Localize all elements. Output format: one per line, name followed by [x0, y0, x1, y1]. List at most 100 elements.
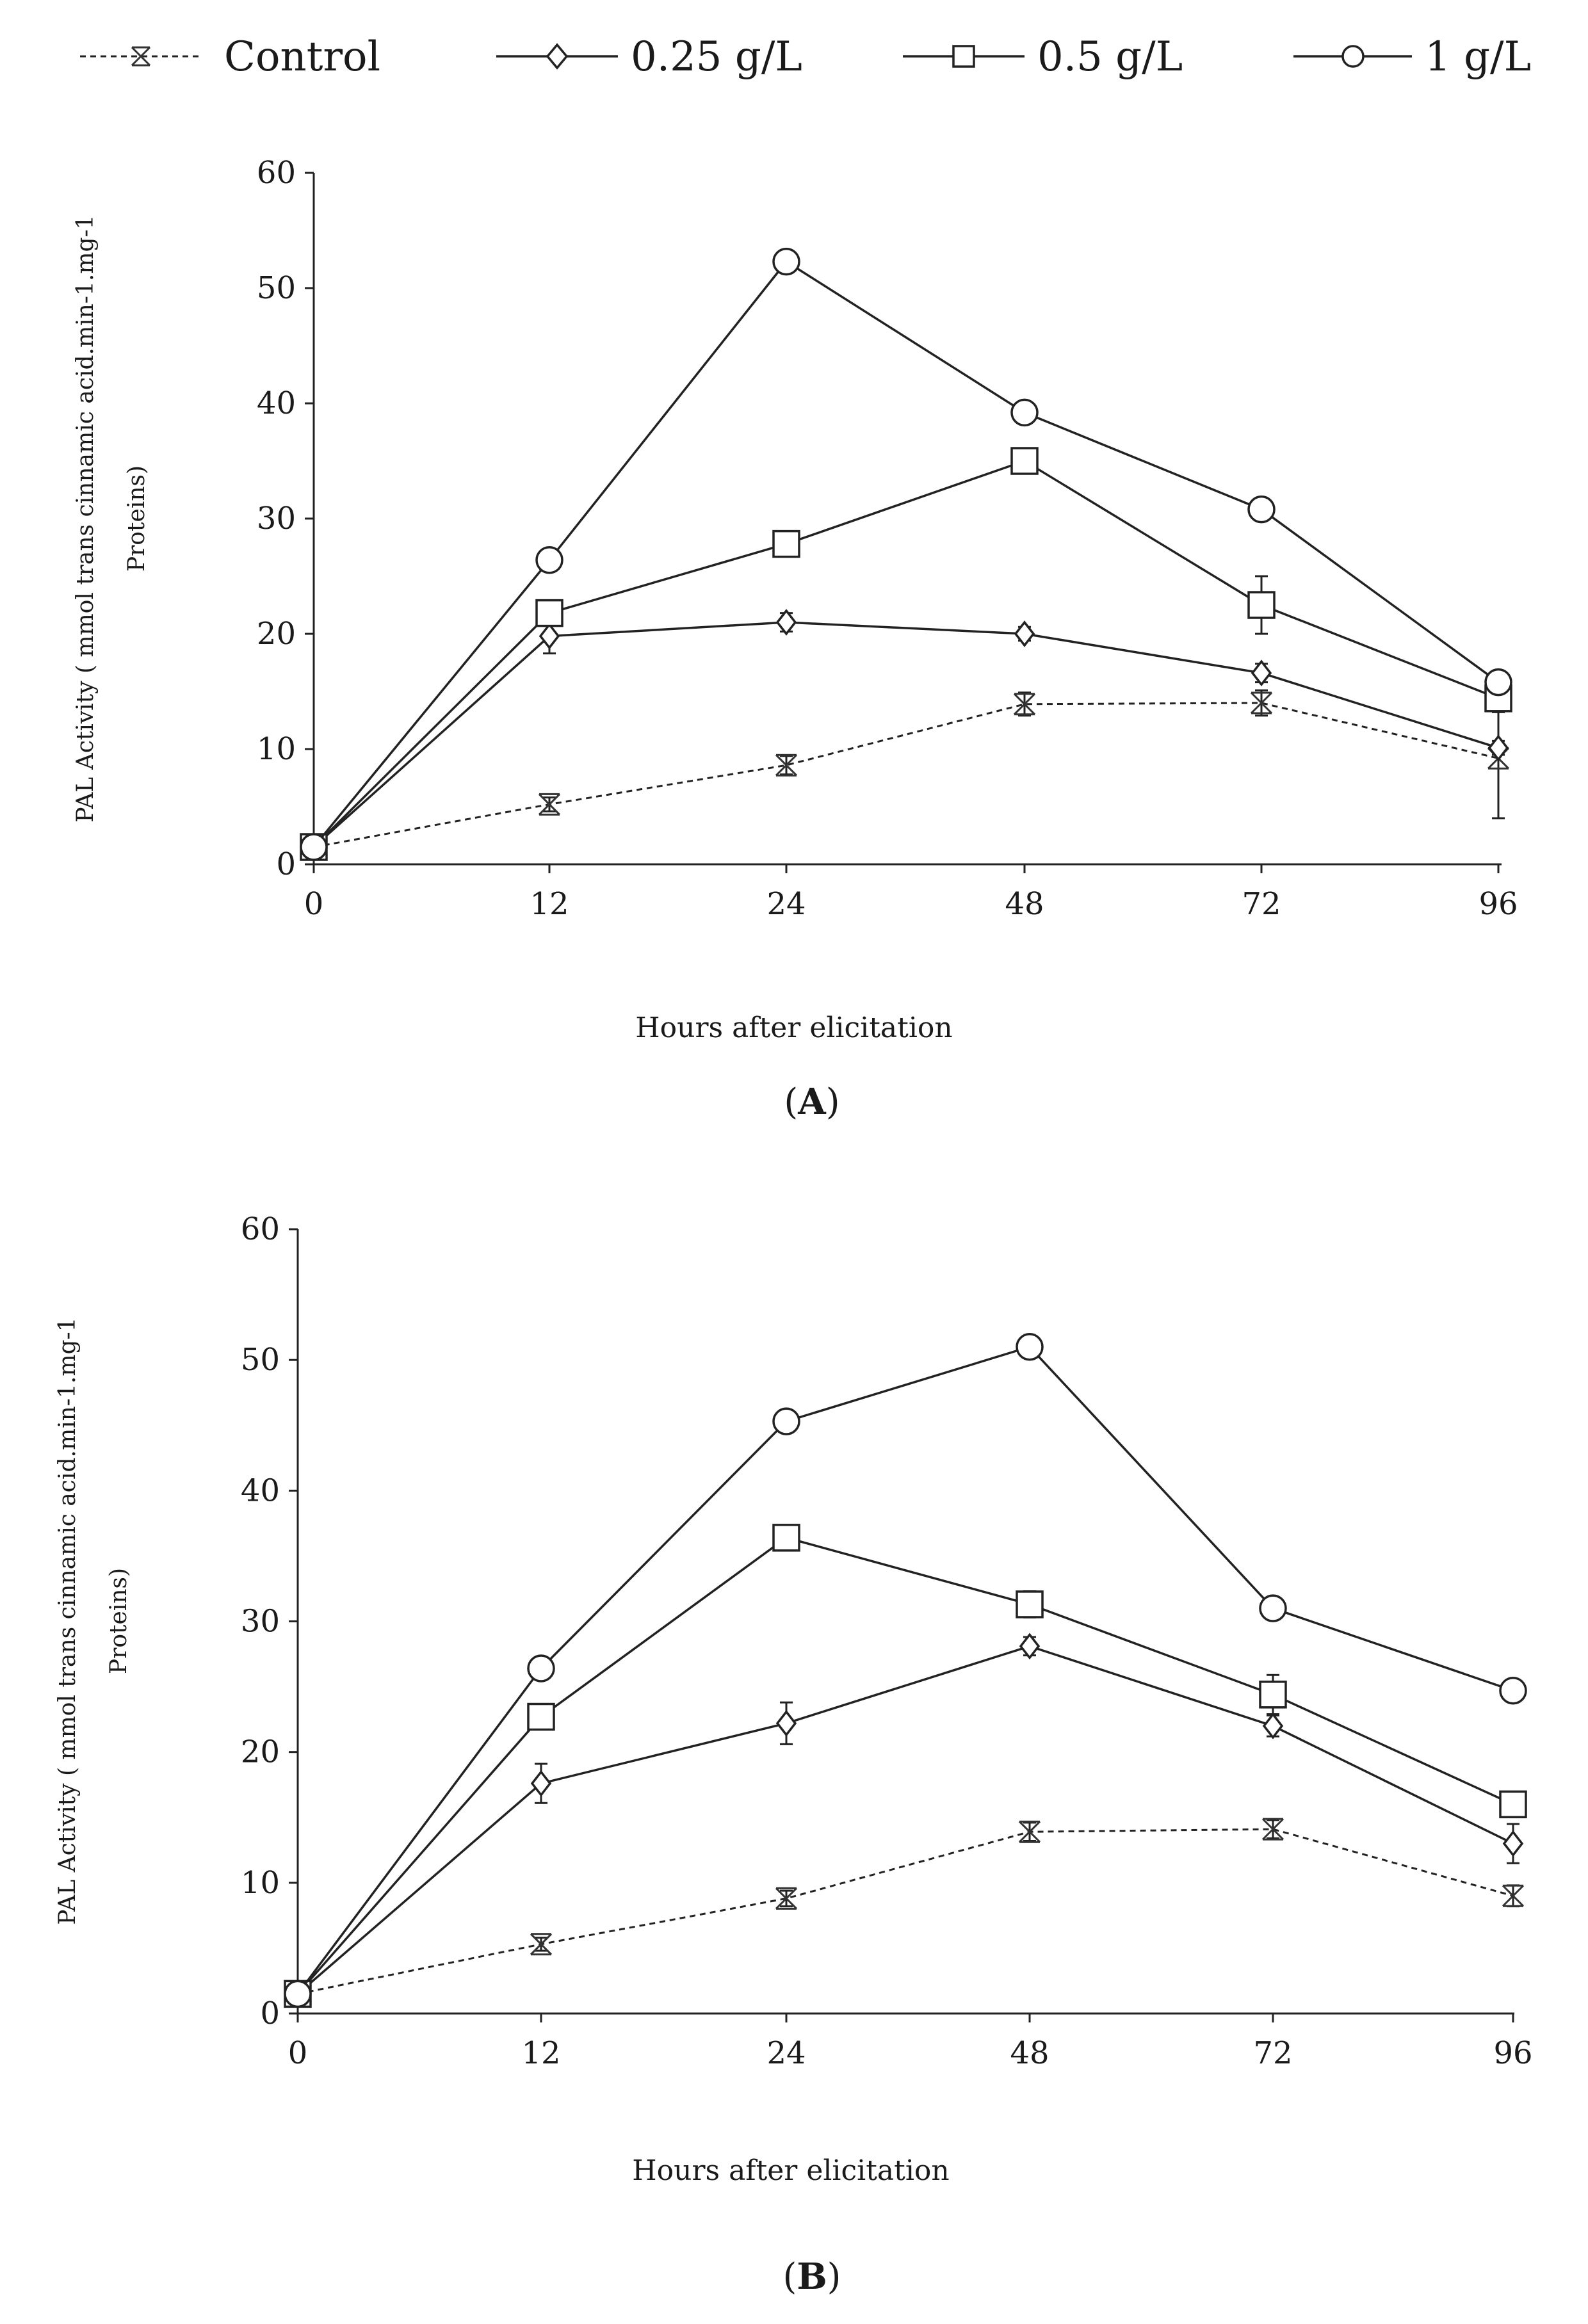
- legend-label-0-25: 0.25 g/L: [631, 33, 802, 81]
- diamond-point: [775, 609, 797, 636]
- circle-point: [1484, 668, 1512, 697]
- x-tick-label: 24: [766, 886, 806, 922]
- y-tick-label: 30: [257, 501, 296, 537]
- square-point: [772, 1524, 800, 1552]
- y-axis-label-line2: Proteins): [124, 465, 150, 572]
- circle-point: [1016, 1333, 1044, 1361]
- x-axis-label: Hours after elicitation: [632, 2154, 949, 2187]
- chart-panel-a: 0 10 20 30 40 50 60 0 12 24 48 72 96 PAL Activity ( …: [72, 155, 1518, 1123]
- square-point: [1259, 1681, 1287, 1709]
- x-cross-icon: [131, 46, 151, 67]
- legend-item-0-5: 0.5 g/L: [903, 33, 1183, 81]
- circle-point: [535, 546, 563, 574]
- legend-label-1: 1 g/L: [1425, 33, 1531, 81]
- x-tick-label: 96: [1493, 2035, 1532, 2071]
- legend-item-1: 1 g/L: [1293, 33, 1531, 81]
- circle-point: [1010, 398, 1039, 427]
- y-tick-label: 10: [241, 1865, 280, 1901]
- diamond-point: [1487, 734, 1509, 762]
- x-tick-label: 48: [1005, 886, 1044, 922]
- y-axis-label-line1: PAL Activity ( mmol trans cinnamic acid.…: [54, 1317, 81, 1925]
- panel-label-a: (A): [784, 1081, 839, 1123]
- y-tick-label: 50: [241, 1342, 280, 1378]
- diamond-point: [530, 1770, 552, 1797]
- y-tick-label: 40: [241, 1473, 280, 1508]
- x-point: [775, 754, 798, 777]
- x-tick-label: 0: [304, 886, 324, 922]
- series-line: [312, 460, 1499, 848]
- series-line: [296, 1345, 1514, 1995]
- diamond-point: [1014, 620, 1035, 647]
- square-point: [1247, 591, 1276, 619]
- series-line: [312, 260, 1500, 848]
- circle-point: [284, 1980, 312, 2008]
- y-axis-label-line1: PAL Activity ( mmol trans cinnamic acid.…: [72, 214, 99, 822]
- y-tick-label: 10: [257, 731, 296, 767]
- series-line: [297, 1828, 1514, 1995]
- y-tick-label: 20: [241, 1734, 280, 1770]
- diamond-point: [1251, 659, 1272, 687]
- panel-letter-b: B: [797, 2255, 827, 2298]
- circle-point: [1247, 495, 1276, 524]
- x-point: [1261, 1818, 1284, 1841]
- x-point: [775, 1887, 798, 1910]
- x-tick-label: 24: [766, 2035, 806, 2071]
- series-0-5-g-l: [300, 447, 1512, 861]
- series-0-25-g-l: [287, 1633, 1524, 2008]
- square-point: [535, 599, 563, 627]
- legend-label-0-5: 0.5 g/L: [1037, 33, 1183, 81]
- y-tick-label: 0: [260, 1996, 280, 2031]
- square-point: [1016, 1590, 1044, 1618]
- legend-label-control: Control: [224, 33, 380, 81]
- x-axis-label: Hours after elicitation: [635, 1012, 952, 1044]
- panel-label-b: (B): [782, 2255, 841, 2298]
- x-point: [538, 793, 561, 816]
- diamond-point: [1502, 1830, 1524, 1857]
- circle-point: [1499, 1676, 1527, 1705]
- x-point: [1013, 693, 1036, 716]
- x-point: [1250, 691, 1273, 714]
- legend-item-control: Control: [80, 33, 380, 81]
- y-axis-title: PAL Activity ( mmol trans cinnamic acid.…: [72, 214, 150, 822]
- diamond-point: [775, 1709, 797, 1737]
- diamond-icon: [546, 43, 569, 70]
- x-point: [530, 1933, 553, 1956]
- series-line: [312, 621, 1499, 848]
- y-axis-title: PAL Activity ( mmol trans cinnamic acid.…: [54, 1317, 132, 1925]
- square-icon: [952, 45, 975, 68]
- x-tick-label: 96: [1479, 886, 1518, 922]
- square-point: [1499, 1790, 1527, 1819]
- y-tick-label: 30: [241, 1604, 280, 1640]
- y-tick-label: 60: [241, 1211, 280, 1247]
- x-tick-label: 48: [1010, 2035, 1049, 2071]
- y-tick-label: 40: [257, 385, 296, 421]
- diamond-point: [539, 622, 560, 650]
- square-point: [527, 1702, 555, 1731]
- chart-panel-b: 0 10 20 30 40 50 60 0 12 24 48 72 96 PAL Activity ( …: [54, 1211, 1533, 2298]
- series-1-g-l: [300, 247, 1512, 861]
- y-axis-label-line2: Proteins): [106, 1568, 132, 1674]
- diamond-point: [1019, 1633, 1041, 1660]
- square-point: [1010, 447, 1039, 475]
- circle-icon: [1341, 45, 1365, 68]
- series-line: [313, 702, 1499, 848]
- y-tick-label: 60: [257, 155, 296, 191]
- legend-item-0-25: 0.25 g/L: [496, 33, 802, 81]
- series-line: [296, 1536, 1514, 1995]
- series-control: [286, 1818, 1525, 2005]
- x-point: [1502, 1884, 1525, 1907]
- series-control: [302, 689, 1510, 859]
- y-tick-label: 0: [276, 846, 296, 882]
- x-point: [1018, 1820, 1041, 1843]
- x-tick-label: 72: [1253, 2035, 1292, 2071]
- circle-point: [772, 247, 800, 276]
- diamond-point: [1262, 1712, 1284, 1739]
- circle-point: [300, 833, 328, 861]
- x-tick-label: 12: [521, 2035, 560, 2071]
- series-0-25-g-l: [303, 609, 1509, 860]
- y-tick-label: 50: [257, 270, 296, 306]
- x-tick-label: 0: [288, 2035, 308, 2071]
- series-line: [296, 1645, 1514, 1995]
- panel-letter-a: A: [797, 1081, 827, 1123]
